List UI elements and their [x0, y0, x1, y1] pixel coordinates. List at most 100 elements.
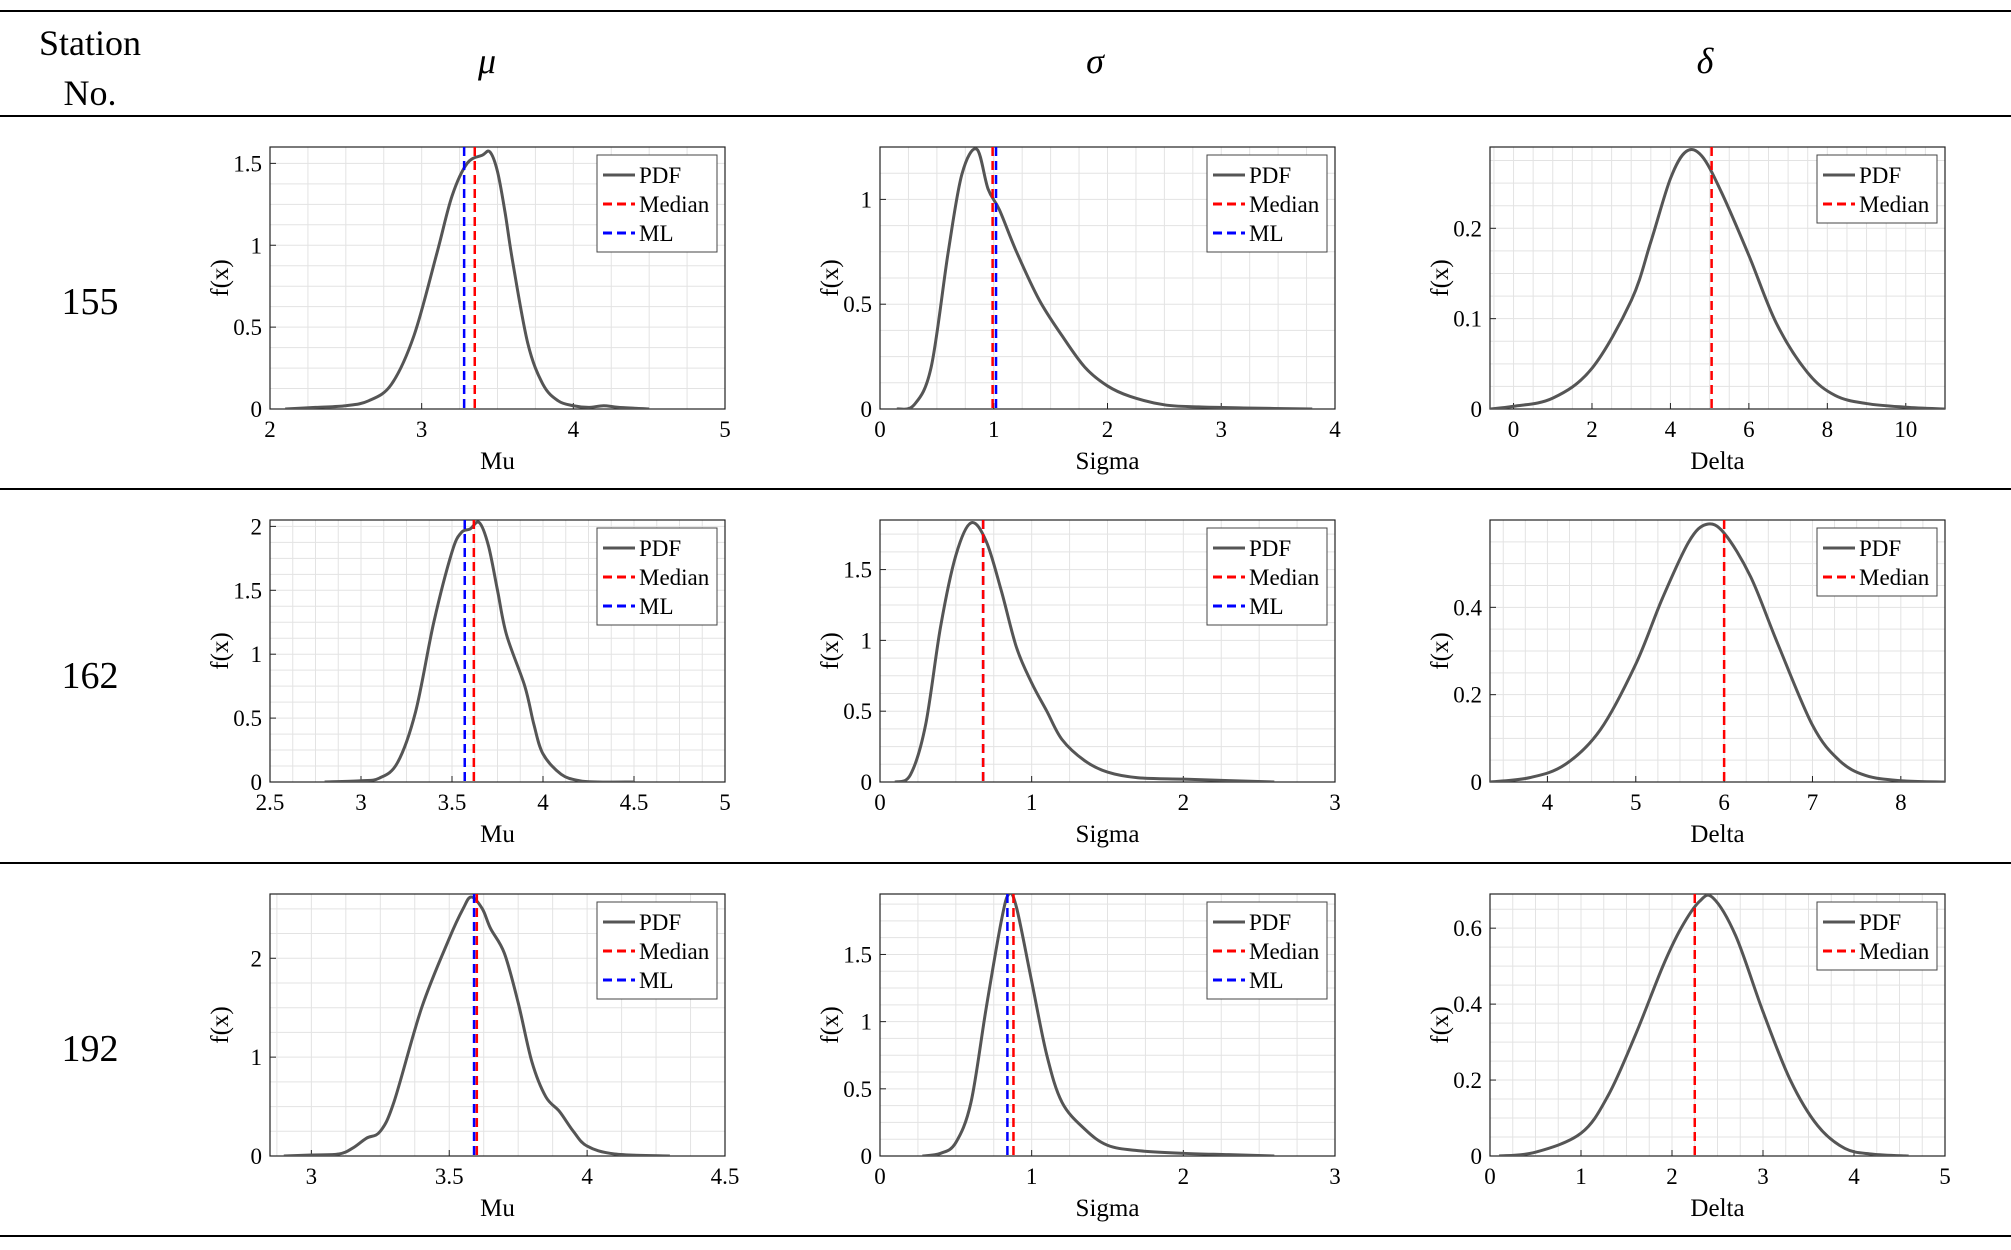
pdf-curve	[1490, 522, 1945, 782]
pdf-chart-155-sigma: 0 1 2 3 4 0 0.5 1 Sigma f(x) PDF Median ML	[817, 146, 1341, 475]
x-tick-label: 5	[719, 790, 731, 815]
legend: PDF Median	[1816, 154, 1938, 224]
delta-header: δ	[1696, 41, 1714, 81]
x-tick-label: 0	[1484, 1164, 1496, 1189]
legend-label-pdf: PDF	[1859, 910, 1901, 935]
y-tick-label: 1	[861, 628, 873, 653]
legend-label-pdf: PDF	[1249, 910, 1291, 935]
y-tick-label: 0.5	[233, 706, 262, 731]
x-tick-label: 3.5	[435, 1164, 464, 1189]
axes-box	[269, 519, 726, 783]
x-tick-label: 4.5	[711, 1164, 740, 1189]
y-tick-label: 0	[861, 770, 873, 795]
legend-label-pdf: PDF	[1859, 163, 1901, 188]
x-tick-label: 2	[1178, 790, 1190, 815]
pdf-curve	[896, 147, 1313, 409]
y-tick-label: 0.5	[843, 1077, 872, 1102]
legend-label-median: Median	[1249, 565, 1320, 590]
y-tick-label: 1.5	[843, 558, 872, 583]
x-axis-label: Mu	[480, 821, 515, 848]
y-axis-label: f(x)	[817, 1006, 844, 1043]
y-tick-label: 1.5	[233, 578, 262, 603]
x-tick-label: 1	[988, 417, 1000, 442]
x-tick-label: 4	[1848, 1164, 1860, 1189]
legend-label-median: Median	[1859, 565, 1930, 590]
x-axis-label: Delta	[1690, 1195, 1744, 1222]
x-tick-label: 5	[1939, 1164, 1951, 1189]
legend-label-median: Median	[1249, 192, 1320, 217]
y-axis-label: f(x)	[207, 632, 234, 669]
pdf-curve	[285, 149, 650, 409]
plot-area: 0 1 2 3 4 0 0.5 1 Sigma f(x) PDF Median ML	[817, 146, 1341, 475]
y-tick-label: 2	[251, 946, 263, 971]
pdf-chart-155-mu: 2 3 4 5 0 0.5 1 1.5 Mu f(x) PDF Median ML	[207, 146, 731, 475]
legend: PDF Median	[1816, 527, 1938, 597]
x-tick-label: 1	[1026, 1164, 1038, 1189]
y-tick-label: 0	[1471, 1144, 1483, 1169]
legend-box	[1816, 901, 1938, 971]
y-tick-label: 1	[251, 233, 263, 258]
x-tick-label: 3	[1216, 417, 1228, 442]
mu-header: μ	[477, 41, 497, 81]
legend: PDF Median ML	[596, 154, 718, 253]
legend-label-ml: ML	[639, 221, 674, 246]
station-header: Station No.	[20, 18, 160, 118]
y-tick-label: 1	[251, 1045, 263, 1070]
x-tick-label: 4	[537, 790, 549, 815]
plot-area: 0 2 4 6 8 10 0 0.1 0.2 Delta f(x) PDF Median	[1427, 146, 1946, 475]
pdf-curve	[1498, 894, 1909, 1156]
station-header-line1: Station	[38, 23, 141, 63]
legend-box	[1816, 154, 1938, 224]
y-tick-label: 0	[251, 397, 263, 422]
x-tick-label: 0	[874, 790, 886, 815]
plot-area: 0 1 2 3 4 5 0 0.2 0.4 0.6 Delta f(x) PDF Median	[1427, 893, 1951, 1222]
x-tick-label: 3	[355, 790, 367, 815]
x-axis-label: Mu	[480, 448, 515, 475]
x-tick-label: 1	[1026, 790, 1038, 815]
x-tick-label: 7	[1807, 790, 1819, 815]
x-tick-label: 8	[1895, 790, 1907, 815]
x-tick-label: 2	[264, 417, 276, 442]
legend: PDF Median	[1816, 901, 1938, 971]
y-axis-label: f(x)	[207, 259, 234, 296]
pdf-chart-192-mu: 3 3.5 4 4.5 0 1 2 Mu f(x) PDF Median ML	[207, 893, 739, 1222]
y-tick-label: 0.2	[1453, 1068, 1482, 1093]
pdf-chart-162-mu: 2.5 3 3.5 4 4.5 5 0 0.5 1 1.5 2 Mu f(x) PDF Median ML	[207, 514, 731, 848]
legend-label-median: Median	[639, 192, 710, 217]
pdf-chart-192-delta: 0 1 2 3 4 5 0 0.2 0.4 0.6 Delta f(x) PDF Median	[1427, 893, 1951, 1222]
y-axis-label: f(x)	[1427, 259, 1454, 296]
pdf-chart-162-sigma: 0 1 2 3 0 0.5 1 1.5 Sigma f(x) PDF Median ML	[817, 519, 1341, 848]
legend-label-median: Median	[639, 565, 710, 590]
legend-label-pdf: PDF	[639, 536, 681, 561]
x-axis-label: Delta	[1690, 448, 1744, 475]
x-tick-label: 4	[1329, 417, 1341, 442]
x-tick-label: 4	[1665, 417, 1677, 442]
y-tick-label: 0.1	[1453, 307, 1482, 332]
legend-label-ml: ML	[1249, 221, 1284, 246]
legend-box	[596, 901, 718, 1000]
row-divider-1	[0, 488, 2011, 490]
plot-area: 2 3 4 5 0 0.5 1 1.5 Mu f(x) PDF Median ML	[207, 146, 731, 475]
y-axis-label: f(x)	[817, 632, 844, 669]
axes-box	[879, 893, 1336, 1157]
x-axis-label: Sigma	[1076, 1195, 1140, 1222]
y-tick-label: 1	[251, 642, 263, 667]
legend-box	[1816, 527, 1938, 597]
pdf-chart-155-delta: 0 2 4 6 8 10 0 0.1 0.2 Delta f(x) PDF Median	[1427, 146, 1946, 475]
legend: PDF Median ML	[1206, 901, 1328, 1000]
x-tick-label: 5	[1630, 790, 1642, 815]
x-tick-label: 2	[1102, 417, 1114, 442]
legend: PDF Median ML	[1206, 154, 1328, 253]
legend-label-ml: ML	[1249, 968, 1284, 993]
x-tick-label: 1	[1575, 1164, 1587, 1189]
x-tick-label: 3.5	[438, 790, 467, 815]
station-header-line2: No.	[63, 73, 117, 113]
y-tick-label: 0	[1471, 770, 1483, 795]
table-bottom-rule	[0, 1235, 2011, 1237]
x-tick-label: 4	[568, 417, 580, 442]
x-tick-label: 4	[1542, 790, 1554, 815]
legend-label-median: Median	[639, 939, 710, 964]
x-tick-label: 5	[719, 417, 731, 442]
pdf-curve	[894, 521, 1275, 782]
y-tick-label: 0	[251, 770, 263, 795]
